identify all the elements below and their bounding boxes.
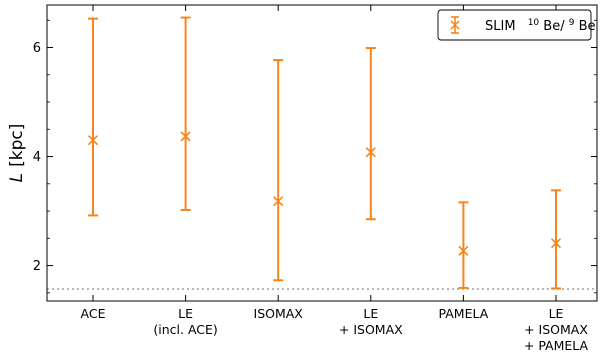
x-tick-label: PAMELA (439, 306, 489, 321)
legend-marker (450, 16, 460, 34)
legend-label: SLIM (485, 19, 516, 34)
y-tick-label: 4 (33, 150, 41, 165)
data-marker (550, 238, 562, 249)
y-axis-label-var: L (7, 173, 27, 182)
x-tick-label: ISOMAX (254, 306, 304, 321)
svg-text:SLIM 10 Be/: SLIM 10 Be/ 9 Be (485, 14, 596, 34)
legend-ratio-den: Be (579, 19, 596, 34)
errorbar-point (273, 59, 284, 282)
data-marker (458, 245, 469, 256)
legend-box (437, 9, 592, 41)
plot-frame (46, 4, 598, 302)
y-axis-label-unit: [kpc] (7, 124, 27, 167)
errorbar-point (458, 201, 469, 289)
data-marker (87, 135, 99, 146)
data-marker (273, 196, 284, 207)
legend-ratio-num: Be/ (543, 19, 565, 34)
data-marker (180, 131, 191, 142)
legend-ratio-num-sup: 10 (528, 18, 540, 28)
x-tick-label: LE + ISOMAX + PAMELA (524, 306, 589, 353)
x-tick-label: ACE (81, 306, 106, 321)
legend-ratio-den-sup: 9 (569, 18, 575, 28)
x-tick-label: LE (incl. ACE) (153, 306, 217, 337)
errorbar-point (550, 189, 562, 290)
errorbar-point (180, 16, 191, 211)
legend: SLIM 10 Be/ 9 Be (437, 9, 596, 41)
errorbar-point (87, 17, 99, 217)
y-axis-label: L [kpc] (7, 124, 27, 183)
y-tick-label: 2 (33, 259, 41, 274)
x-tick-label: LE + ISOMAX (339, 306, 403, 337)
y-tick-label: 6 (33, 41, 41, 56)
errorbar-point (365, 47, 376, 221)
legend-x-marker (450, 20, 460, 30)
data-marker (365, 147, 376, 158)
